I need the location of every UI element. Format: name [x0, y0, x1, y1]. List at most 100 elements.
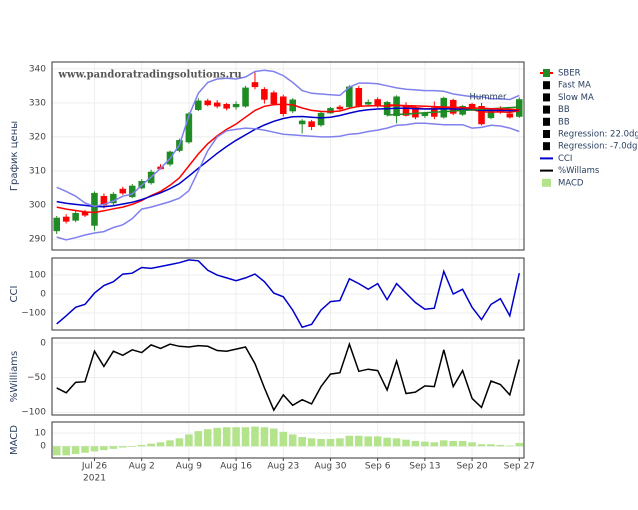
legend-label: BB: [558, 105, 570, 115]
legend-symbol: [543, 93, 550, 102]
bar: [81, 446, 89, 453]
bar: [194, 431, 203, 447]
series-line: [56, 122, 520, 241]
bar: [288, 434, 297, 447]
x-tick-label: Jul 26: [81, 462, 107, 472]
legend-label: %Willams: [558, 166, 600, 176]
watermark: www.pandoratradingsolutions.ru: [57, 70, 241, 81]
candle-body: [261, 88, 268, 100]
y-tick-label: 290: [29, 235, 46, 245]
y-tick-label: 340: [29, 64, 46, 74]
y-tick-label: 320: [29, 132, 46, 142]
annotation: Hummer: [469, 93, 507, 103]
bar: [515, 442, 524, 447]
y-tick-label: 0: [40, 442, 46, 452]
series-line: [56, 103, 520, 214]
bar: [52, 446, 61, 456]
bar: [326, 439, 335, 447]
x-year-label: 2021: [83, 474, 106, 484]
panel-frame: [51, 257, 525, 331]
panel-frame: [51, 61, 525, 251]
y-tick-label: 310: [29, 166, 46, 176]
candle-body: [195, 100, 202, 110]
candle-body: [516, 99, 523, 117]
candle-body: [213, 102, 221, 107]
bar: [232, 427, 240, 447]
panel-frame: [51, 421, 525, 459]
candle-body: [185, 113, 193, 143]
bar: [185, 434, 193, 447]
candle-body: [298, 120, 306, 125]
candle-body: [327, 108, 334, 114]
legend-symbol: [542, 178, 551, 187]
candle-body: [62, 216, 70, 222]
bar: [383, 437, 391, 447]
candle-body: [478, 106, 485, 125]
legend-label: Regression: -7.0dg: [558, 142, 637, 152]
candle-body: [232, 103, 240, 108]
bar: [251, 426, 259, 447]
x-tick-label: Sep 6: [365, 462, 391, 472]
x-tick-label: Aug 9: [176, 462, 202, 472]
y-axis-title: %Williams: [9, 351, 20, 402]
bar: [430, 442, 439, 447]
bar: [364, 436, 373, 447]
candle-body: [364, 101, 372, 105]
legend-symbol: [543, 81, 550, 90]
y-tick-label: 330: [29, 98, 46, 108]
candle-body: [280, 96, 287, 115]
bar: [241, 427, 250, 447]
bar: [468, 442, 476, 447]
x-tick-label: Sep 13: [409, 462, 440, 472]
y-axis-title: CCI: [9, 286, 20, 303]
candle-body: [308, 121, 315, 127]
series-line: [56, 107, 520, 208]
candle-body: [204, 100, 212, 106]
candle-body: [317, 112, 325, 126]
bar: [128, 446, 137, 447]
series-line: [56, 341, 521, 412]
bar: [392, 438, 401, 447]
candle-body: [72, 212, 79, 221]
candle-body: [270, 92, 278, 105]
candle-body: [91, 192, 98, 226]
y-tick-label: 0: [40, 338, 46, 348]
legend-label: SBER: [558, 69, 581, 79]
legend-symbol: [543, 69, 550, 77]
y-axis-title: График цены: [9, 121, 20, 191]
legend-symbol: [543, 130, 550, 138]
bar: [222, 427, 231, 447]
bar: [373, 436, 382, 447]
bar: [270, 428, 278, 447]
y-axis-title: MACD: [9, 425, 20, 455]
bar: [336, 438, 344, 447]
bar: [458, 440, 467, 447]
bar: [496, 444, 505, 447]
panel-frame: [51, 337, 525, 416]
bar: [90, 446, 99, 452]
bar: [345, 435, 354, 447]
y-tick-label: 100: [29, 271, 46, 281]
candle-body: [53, 217, 60, 232]
x-tick-label: Sep 20: [456, 462, 488, 472]
candle-body: [242, 87, 249, 107]
bar: [203, 429, 212, 447]
bar: [317, 439, 325, 447]
legend-label: MACD: [558, 178, 584, 188]
legend-symbol: [543, 142, 550, 151]
bar: [62, 446, 70, 456]
bar: [137, 444, 146, 447]
bar: [119, 446, 127, 448]
legend-symbol: [543, 117, 550, 126]
y-tick-label: 0: [40, 290, 46, 300]
legend-label: Fast MA: [558, 81, 591, 91]
legend-label: BB: [558, 117, 570, 127]
x-tick-label: Sep 27: [504, 462, 535, 472]
y-tick-label: −50: [27, 373, 46, 383]
legend-label: CCI: [558, 154, 572, 164]
bar: [156, 442, 165, 447]
candle-body: [223, 103, 230, 109]
legend-symbol: [543, 105, 550, 114]
candle-body: [374, 99, 381, 106]
bar: [477, 444, 486, 447]
